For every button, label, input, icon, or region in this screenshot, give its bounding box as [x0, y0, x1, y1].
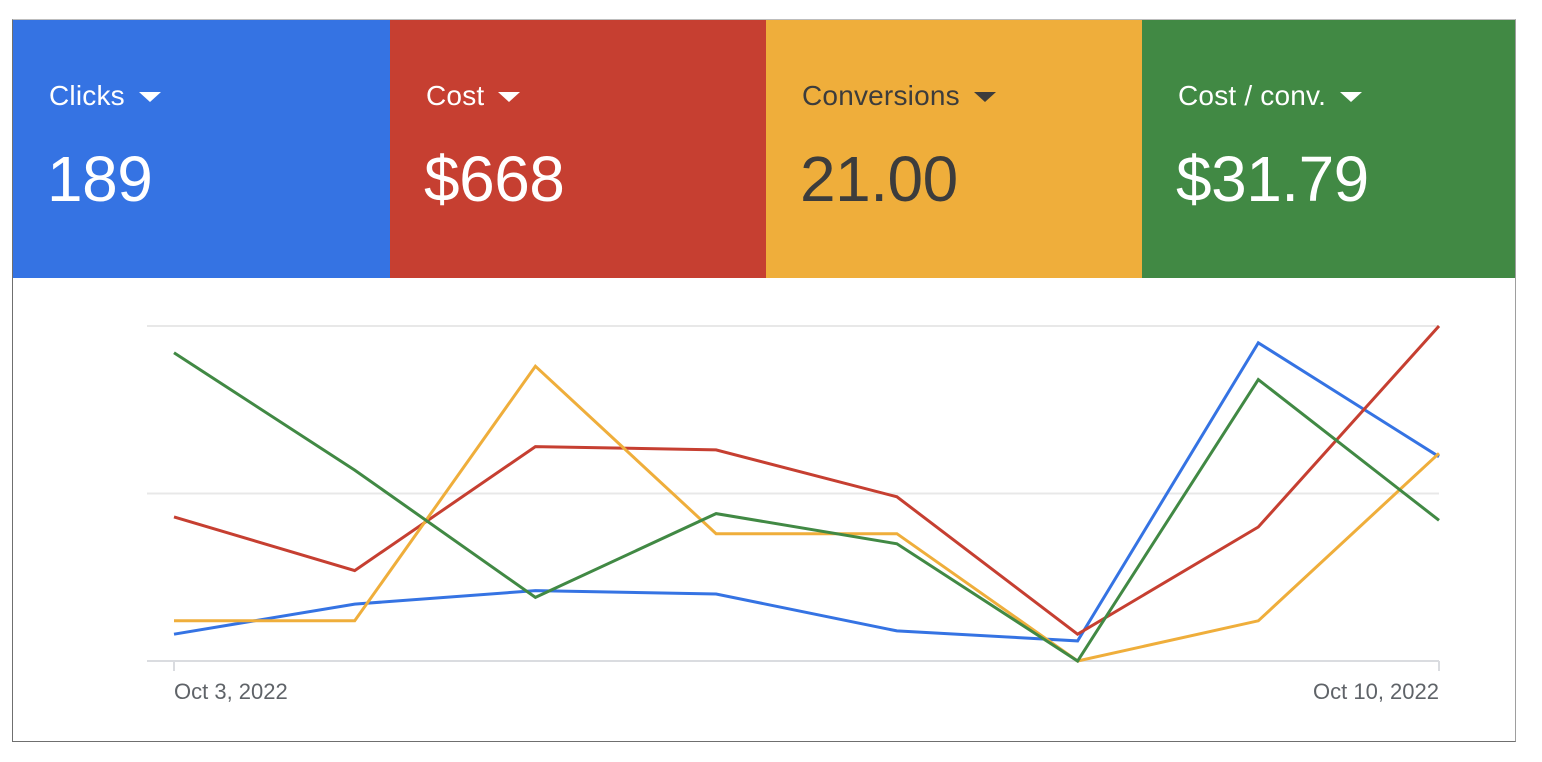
metric-label: Cost: [426, 80, 485, 111]
metric-tile-conversions[interactable]: Conversions 21.00: [766, 20, 1142, 278]
chart-svg: Oct 3, 2022 Oct 10, 2022: [147, 324, 1441, 704]
series-line-cost: [173, 324, 1441, 637]
series-line-clicks: [173, 340, 1440, 643]
chart-series: [173, 324, 1441, 664]
performance-card: Clicks 189 Cost $668 Conversions 21.00 C…: [12, 19, 1516, 742]
metric-tile-cost[interactable]: Cost $668: [390, 20, 766, 278]
x-tick-label-end: Oct 10, 2022: [1313, 679, 1439, 704]
chart-gridlines: [147, 325, 1439, 662]
chart-x-axis: Oct 3, 2022 Oct 10, 2022: [173, 661, 1440, 704]
metric-label: Cost / conv.: [1178, 80, 1327, 111]
series-line-conversions: [174, 363, 1441, 663]
metric-tile-cost-per-conversion[interactable]: Cost / conv. $31.79: [1142, 20, 1515, 278]
metric-tiles: Clicks 189 Cost $668 Conversions 21.00 C…: [13, 20, 1515, 278]
performance-line-chart: Oct 3, 2022 Oct 10, 2022: [13, 278, 1515, 741]
metric-selector-conversions[interactable]: Conversions: [802, 80, 996, 112]
metric-selector-clicks[interactable]: Clicks: [49, 80, 161, 112]
metric-value: $668: [424, 143, 565, 215]
series-line-cost-conv: [173, 351, 1440, 664]
x-tick-label-start: Oct 3, 2022: [174, 679, 288, 704]
caret-down-icon[interactable]: [1340, 92, 1363, 102]
caret-down-icon[interactable]: [973, 92, 996, 102]
caret-down-icon[interactable]: [498, 92, 521, 102]
caret-down-icon[interactable]: [138, 92, 161, 102]
metric-value: 21.00: [800, 143, 958, 215]
metric-tile-clicks[interactable]: Clicks 189: [13, 20, 390, 278]
metric-label: Conversions: [802, 80, 960, 111]
metric-selector-cost[interactable]: Cost: [426, 80, 521, 112]
metric-value: $31.79: [1176, 143, 1369, 215]
metric-selector-cost-per-conversion[interactable]: Cost / conv.: [1178, 80, 1363, 112]
metric-value: 189: [47, 143, 153, 215]
metric-label: Clicks: [49, 80, 125, 111]
